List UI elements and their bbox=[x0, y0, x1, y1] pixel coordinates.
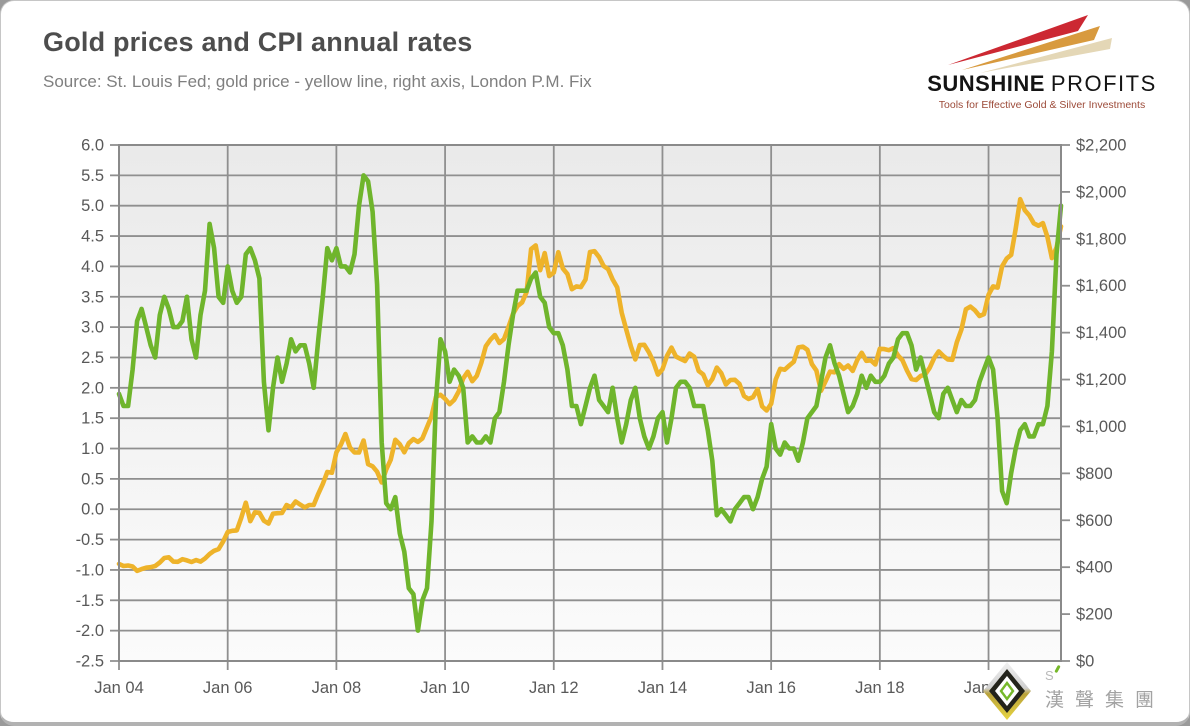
page-subtitle: Source: St. Louis Fed; gold price - yell… bbox=[43, 72, 592, 91]
left-tick-label: 5.0 bbox=[81, 197, 104, 215]
right-tick-label: $1,200 bbox=[1076, 371, 1126, 389]
left-tick-label: 5.5 bbox=[81, 167, 104, 185]
left-tick-label: 1.0 bbox=[81, 440, 104, 458]
right-axis-labels: $2,200 $2,000 $1,800 $1,600 $1,400 $1,200 $1,0… bbox=[1076, 137, 1126, 671]
left-tick-label: -2.0 bbox=[76, 622, 104, 640]
left-tick-label: 2.5 bbox=[81, 349, 104, 367]
right-tick-label: $1,600 bbox=[1076, 277, 1126, 295]
right-tick-label: $200 bbox=[1076, 606, 1113, 624]
chart-header: Gold prices and CPI annual rates Source:… bbox=[43, 27, 592, 92]
right-tick-label: $400 bbox=[1076, 559, 1113, 577]
x-tick-label: Jan 18 bbox=[855, 679, 905, 697]
logo-arrows-icon bbox=[948, 15, 1112, 73]
left-tick-label: -1.0 bbox=[76, 561, 104, 579]
x-axis-labels: Jan 04 Jan 06 Jan 08 Jan 10 Jan 12 Jan 14 Jan … bbox=[94, 679, 1013, 697]
left-tick-label: 3.0 bbox=[81, 319, 104, 337]
left-tick-label: -1.5 bbox=[76, 592, 104, 610]
plot-area bbox=[119, 145, 1061, 661]
brand-name-light: PROFITS bbox=[1050, 71, 1157, 96]
x-tick-label: Jan 16 bbox=[746, 679, 796, 697]
x-tick-label: Jan 12 bbox=[529, 679, 579, 697]
left-tick-label: -2.5 bbox=[76, 653, 104, 671]
left-tick-label: 0.0 bbox=[81, 501, 104, 519]
left-tick-label: 4.0 bbox=[81, 258, 104, 276]
x-tick-label: Jan 08 bbox=[312, 679, 362, 697]
left-axis-labels: 6.0 5.5 5.0 4.5 4.0 3.5 3.0 2.5 2.0 1.5 1.0 0.5 0.0 -… bbox=[76, 137, 104, 671]
series-lines bbox=[116, 173, 1064, 633]
gold-price-line bbox=[116, 196, 1064, 574]
x-tick-label: Jan 04 bbox=[94, 679, 144, 697]
hansheng-group-logo: S 漢聲集團 bbox=[982, 662, 1165, 720]
sunshine-profits-logo: SUNSHINE PROFITS Tools for Effective Gold… bbox=[917, 11, 1167, 111]
x-tick-label: Jan 06 bbox=[203, 679, 253, 697]
left-tick-label: 4.5 bbox=[81, 228, 104, 246]
right-tick-label: $600 bbox=[1076, 512, 1113, 530]
company-name: 漢聲集團 bbox=[1044, 690, 1165, 711]
left-tick-label: 0.5 bbox=[81, 470, 104, 488]
company-name-block: S 漢聲集團 bbox=[1044, 664, 1165, 720]
brand-tagline: Tools for Effective Gold & Silver Invest… bbox=[938, 99, 1146, 111]
right-tick-label: $2,200 bbox=[1076, 137, 1126, 155]
monogram: S bbox=[1044, 668, 1054, 683]
right-tick-label: $2,000 bbox=[1076, 183, 1126, 201]
page-title: Gold prices and CPI annual rates bbox=[43, 27, 473, 57]
x-tick-label: Jan 14 bbox=[638, 679, 688, 697]
left-tick-label: 3.5 bbox=[81, 288, 104, 306]
left-tick-label: 6.0 bbox=[81, 137, 104, 155]
brand-name: SUNSHINE PROFITS bbox=[917, 71, 1167, 97]
right-tick-label: $1,000 bbox=[1076, 418, 1126, 436]
right-tick-label: $1,400 bbox=[1076, 324, 1126, 342]
cpi-line bbox=[116, 173, 1064, 633]
brand-name-bold: SUNSHINE bbox=[927, 71, 1045, 96]
x-tick-label: Jan 10 bbox=[420, 679, 470, 697]
left-tick-label: -0.5 bbox=[76, 531, 104, 549]
plot-border bbox=[118, 144, 1062, 662]
right-tick-label: $1,800 bbox=[1076, 230, 1126, 248]
left-tick-label: 1.5 bbox=[81, 410, 104, 428]
right-tick-label: $800 bbox=[1076, 465, 1113, 483]
left-tick-label: 2.0 bbox=[81, 379, 104, 397]
right-tick-label: $0 bbox=[1076, 653, 1094, 671]
monogram-accent-icon bbox=[1054, 664, 1061, 674]
diamond-icon bbox=[982, 662, 1031, 720]
